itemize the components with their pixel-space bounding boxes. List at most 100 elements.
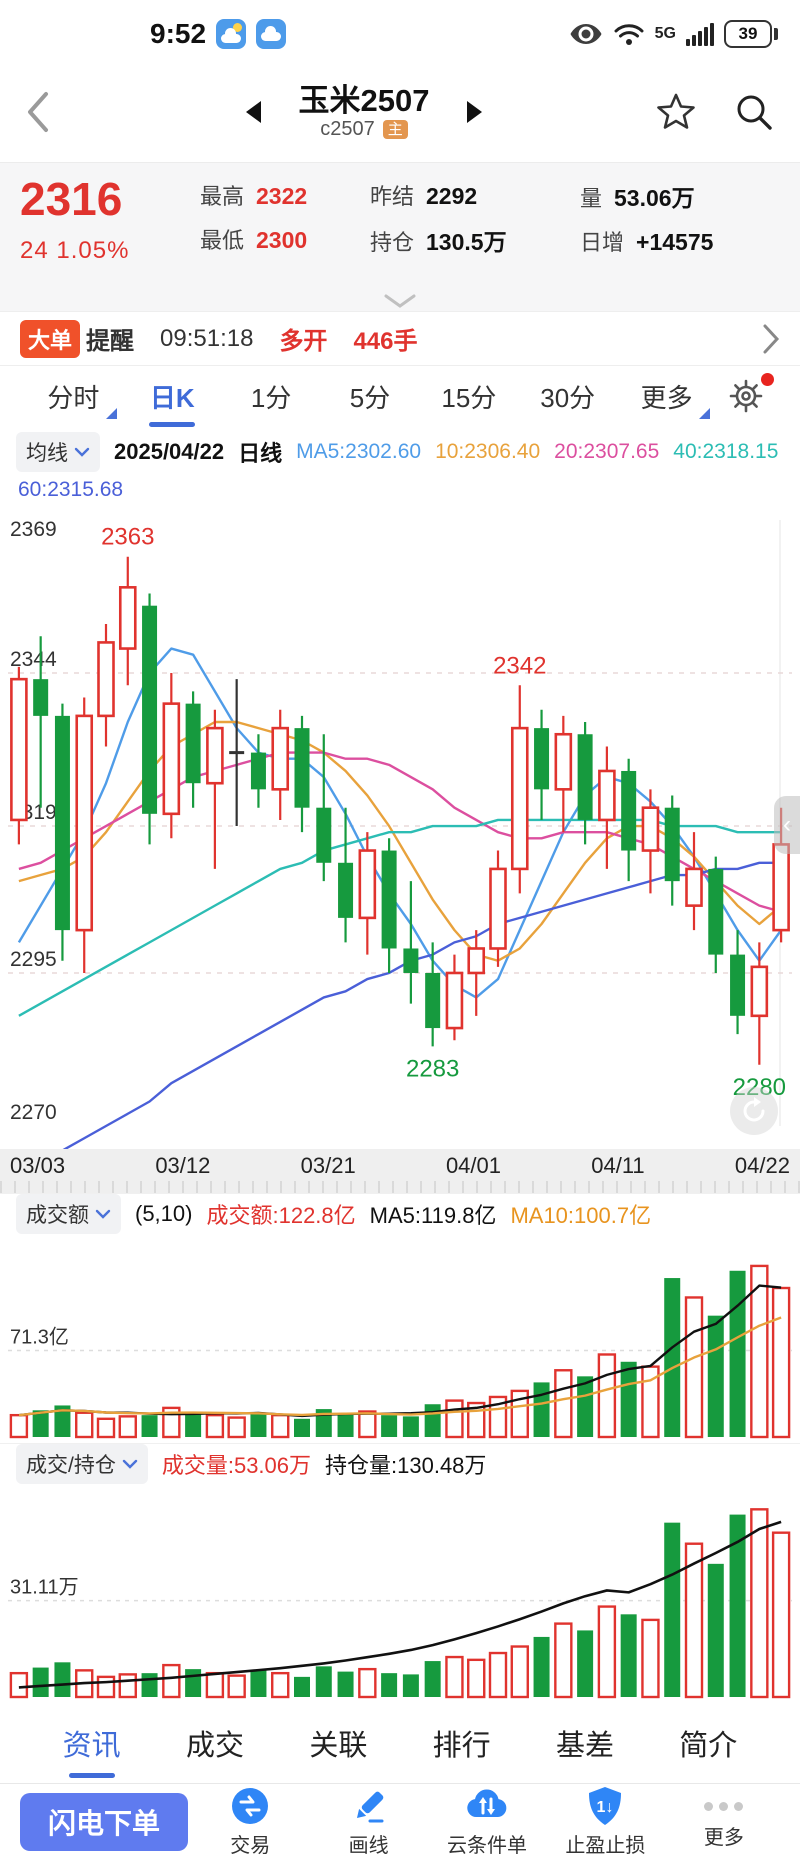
tab-trades[interactable]: 成交 [185,1730,244,1762]
cloud-condition-order-button[interactable]: 云条件单 [431,1785,543,1858]
x-tick: 04/11 [591,1153,645,1178]
ma-selector-button[interactable]: 均线 [16,432,100,472]
x-tick: 03/12 [155,1153,211,1178]
ma5-value: MA5:2302.60 [296,440,422,463]
page-title: 玉米2507 [298,82,430,118]
collapse-chevron-icon[interactable] [383,293,417,309]
chevron-down-icon [122,1459,138,1469]
ma10-value: 10:2306.40 [435,440,541,463]
chart-settings-button[interactable] [716,373,776,413]
tab-daily-k[interactable]: 日K [123,372,222,427]
tab-30min[interactable]: 30分 [540,382,596,413]
caret-corner-icon [105,407,117,419]
caret-corner-icon [699,407,711,419]
period-tab-bar: 分时 日K 1分 5分 15分 30分 更多 [0,366,800,427]
tab-5min[interactable]: 5分 [349,382,391,413]
eye-protection-icon [569,22,603,46]
shield-icon: 1↓ [589,1787,622,1825]
ma20-value: 20:2307.65 [554,440,660,463]
turnover-value: 成交额:122.8亿 [206,1202,356,1228]
svg-text:1↓: 1↓ [597,1799,614,1816]
tab-time-share[interactable]: 分时 [24,372,123,421]
low-label: 最低 [200,228,245,253]
high-value: 2322 [256,183,308,209]
x-tick: 03/21 [300,1153,356,1178]
last-price: 2316 [20,173,123,225]
alert-title: 提醒 [86,328,135,355]
flash-order-button[interactable]: 闪电下单 [20,1792,188,1851]
x-tick: 04/22 [734,1153,790,1178]
gear-icon [729,379,763,413]
alert-quantity: 446手 [353,328,418,355]
candlestick-chart[interactable]: 2369 2344 2319 2295 2270 2363 2342 2283 2280 ‹ [0,506,800,1149]
turnover-ma5: MA5:119.8亿 [369,1202,497,1228]
tab-news[interactable]: 资讯 [30,1722,153,1778]
notification-dot [761,373,775,386]
tab-1min[interactable]: 1分 [250,382,292,413]
svg-text:31.11万: 31.11万 [10,1577,79,1599]
turnover-header: 成交额 (5,10) 成交额:122.8亿 MA5:119.8亿 MA10:10… [0,1193,800,1234]
alert-time: 09:51:18 [160,324,254,352]
ma-info-bar: 均线 2025/04/22 日线 MA5:2302.60 10:2306.40 … [0,426,800,506]
weather-sun-cloud-icon [216,19,247,49]
tab-related[interactable]: 关联 [309,1730,368,1762]
open-interest-label: 持仓 [370,230,415,255]
trade-button[interactable]: 交易 [194,1785,306,1858]
volume-value: 53.06万 [614,185,695,211]
svg-text:2270: 2270 [10,1101,57,1124]
turnover-params: (5,10) [135,1200,193,1226]
tab-ranking[interactable]: 排行 [432,1730,491,1762]
volume-label: 量 [580,186,603,211]
next-contract-button[interactable] [467,100,483,123]
tab-profile[interactable]: 简介 [679,1730,738,1762]
low-value: 2300 [256,227,308,253]
back-button[interactable] [24,90,74,134]
svg-text:2342: 2342 [493,652,546,679]
oi-value: 持仓量:130.48万 [325,1452,487,1478]
weather-cloud-icon [256,19,287,49]
network-type-label: 5G [654,25,676,42]
tab-more[interactable]: 更多 [617,372,716,421]
tab-basis[interactable]: 基差 [555,1730,614,1762]
daily-increase-value: +14575 [636,229,714,255]
search-icon[interactable] [732,90,776,134]
nav-bar: 玉米2507 c2507 主 [0,62,800,162]
chart-date: 2025/04/22 [114,439,225,464]
chevron-down-icon [74,447,90,457]
svg-text:71.3亿: 71.3亿 [10,1325,69,1348]
panel-handle-icon[interactable]: ‹ [774,796,800,854]
more-dots-icon [704,1793,744,1819]
open-interest-value: 130.5万 [426,229,507,255]
big-order-badge: 大单 [20,319,81,358]
clock: 9:52 [150,18,207,49]
svg-text:2344: 2344 [10,648,57,671]
volume-oi-header: 成交/持仓 成交量:53.06万 持仓量:130.48万 [0,1443,800,1484]
alert-chevron-right-icon[interactable] [762,323,780,355]
price-change: 24 1.05% [20,237,130,265]
ma60-value: 60:2315.68 [18,478,124,501]
status-bar: 9:52 5G 39 [0,0,800,62]
tab-15min[interactable]: 15分 [441,382,497,413]
quote-panel: 2316 24 1.05% 最高 2322 最低 2300 昨结 2292 持仓 130… [0,163,800,311]
daily-increase-label: 日增 [580,230,625,255]
big-order-alert-bar[interactable]: 大单 提醒 09:51:18 多开 446手 [0,311,800,366]
turnover-chart[interactable]: 71.3亿 [0,1233,800,1443]
volume-oi-selector-button[interactable]: 成交/持仓 [16,1443,148,1484]
cloud-icon [467,1789,507,1817]
more-button[interactable]: 更多 [668,1793,780,1850]
volume-oi-chart[interactable]: 31.11万 [0,1483,800,1703]
prev-contract-button[interactable] [245,100,261,123]
svg-text:2295: 2295 [10,948,57,971]
turnover-selector-button[interactable]: 成交额 [16,1193,121,1234]
rotate-screen-button[interactable] [730,1087,778,1135]
favorite-star-button[interactable] [654,90,698,134]
bottom-tab-bar: 资讯 成交 关联 排行 基差 简介 [0,1703,800,1783]
stop-profit-loss-button[interactable]: 1↓ 止盈止损 [549,1785,661,1858]
svg-text:2280: 2280 [733,1074,786,1101]
wifi-icon [613,22,645,46]
main-contract-badge: 主 [382,120,408,140]
draw-line-button[interactable]: 画线 [312,1785,424,1858]
prev-settle-value: 2292 [426,183,478,209]
chevron-down-icon [95,1209,111,1219]
